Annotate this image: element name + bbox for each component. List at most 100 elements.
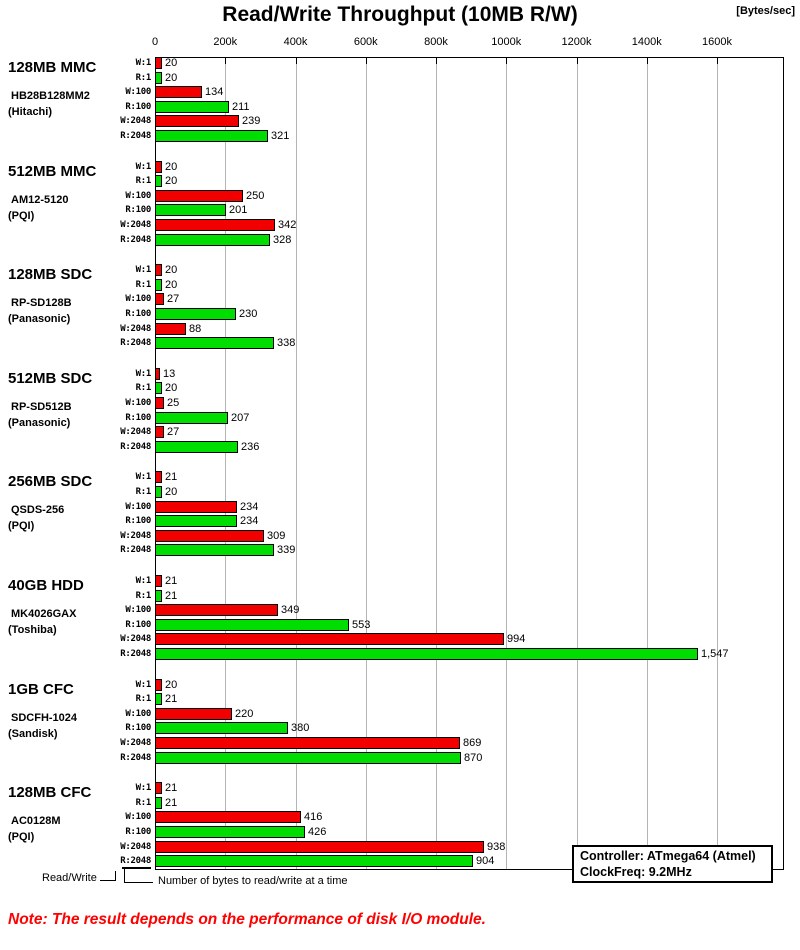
bar-value: 20 bbox=[165, 485, 178, 498]
row-label: W:100 bbox=[125, 501, 151, 512]
bar-row: R:1 21 bbox=[112, 796, 177, 809]
read-bar bbox=[155, 855, 473, 868]
bar-row: W:2048 88 bbox=[112, 322, 201, 335]
read-bar bbox=[155, 100, 229, 113]
device-group: 128MB SDC RP-SD128B (Panasonic) W:1 20 R:1 20 W… bbox=[0, 264, 800, 350]
write-bar bbox=[155, 678, 162, 691]
gridline bbox=[295, 58, 297, 869]
tick-label: 1600k bbox=[702, 36, 732, 48]
read-bar bbox=[155, 337, 274, 350]
bar-row: W:100 416 bbox=[112, 811, 322, 824]
device-model: MK4026GAX bbox=[11, 607, 77, 620]
read-bar bbox=[155, 751, 461, 764]
write-bar bbox=[155, 264, 162, 277]
bar-row: R:1 21 bbox=[112, 693, 178, 706]
bar-value: 426 bbox=[308, 825, 327, 838]
bar-value: 134 bbox=[205, 86, 224, 99]
bar-row: W:1 13 bbox=[112, 367, 175, 380]
bar-value: 230 bbox=[239, 307, 258, 320]
bar-value: 220 bbox=[235, 707, 254, 720]
device-model: QSDS-256 bbox=[11, 504, 65, 517]
row-label: R:1 bbox=[135, 797, 152, 808]
write-bar bbox=[155, 736, 460, 749]
row-label: W:1 bbox=[135, 783, 152, 794]
bar-value: 21 bbox=[165, 693, 178, 706]
tick-label: 200k bbox=[213, 36, 238, 48]
read-bar bbox=[155, 825, 305, 838]
bar-value: 20 bbox=[165, 71, 178, 84]
write-bar bbox=[155, 604, 278, 617]
bar-value: 20 bbox=[165, 57, 178, 69]
device-name: 128MB SDC bbox=[8, 266, 93, 284]
read-bar bbox=[155, 485, 162, 498]
bar-row: W:100 220 bbox=[112, 707, 254, 720]
device-group: 128MB MMC HB28B128MM2 (Hitachi) W:1 20 R:1 20 W… bbox=[0, 57, 800, 142]
bar-row: W:2048 994 bbox=[112, 633, 525, 646]
device-info: 512MB SDC RP-SD512B (Panasonic) bbox=[0, 368, 112, 453]
device-vendor: (Panasonic) bbox=[8, 313, 71, 326]
write-bar bbox=[155, 367, 160, 380]
read-bar bbox=[155, 130, 268, 142]
row-label: R:100 bbox=[125, 412, 151, 423]
device-model: RP-SD128B bbox=[11, 297, 72, 310]
write-bar bbox=[155, 218, 275, 231]
device-vendor: (Panasonic) bbox=[8, 416, 71, 429]
bar-value: 250 bbox=[246, 189, 265, 202]
row-label: W:2048 bbox=[120, 634, 151, 645]
gridline bbox=[717, 58, 718, 869]
row-label: R:2048 bbox=[120, 131, 151, 141]
row-label: W:2048 bbox=[120, 427, 151, 438]
device-vendor: (Sandisk) bbox=[8, 727, 58, 740]
bar-row: W:1 21 bbox=[112, 574, 178, 587]
tick-label: 1200k bbox=[561, 36, 592, 48]
bar-row: R:2048 339 bbox=[112, 544, 295, 557]
bar-value: 904 bbox=[476, 855, 495, 868]
bar-value: 21 bbox=[165, 574, 178, 587]
bar-row: R:2048 338 bbox=[112, 337, 296, 350]
bar-row: W:100 27 bbox=[112, 293, 179, 306]
write-bar bbox=[155, 782, 162, 795]
read-bar bbox=[155, 722, 288, 735]
bar-value: 27 bbox=[167, 426, 180, 439]
bar-row: R:100 380 bbox=[112, 722, 309, 735]
legend-bytes-underline bbox=[122, 867, 151, 869]
bar-value: 870 bbox=[464, 751, 483, 764]
row-label: R:1 bbox=[135, 486, 152, 497]
device-info: 128MB MMC HB28B128MM2 (Hitachi) bbox=[0, 57, 112, 142]
bar-row: W:2048 239 bbox=[112, 115, 260, 128]
row-label: W:1 bbox=[135, 265, 152, 276]
bar-value: 309 bbox=[267, 529, 286, 542]
device-info: 512MB MMC AM12-5120 (PQI) bbox=[0, 161, 112, 246]
bar-value: 1,547 bbox=[701, 647, 729, 660]
write-bar bbox=[155, 574, 162, 587]
row-label: R:2048 bbox=[120, 441, 151, 452]
bar-value: 328 bbox=[273, 233, 292, 246]
bar-row: R:1 20 bbox=[112, 71, 178, 84]
read-bar bbox=[155, 618, 349, 631]
bar-value: 21 bbox=[165, 471, 178, 484]
bar-row: W:100 250 bbox=[112, 189, 265, 202]
bar-row: R:1 21 bbox=[112, 589, 178, 602]
bar-row: W:1 20 bbox=[112, 160, 177, 173]
bar-value: 338 bbox=[277, 337, 296, 350]
bar-row: R:100 426 bbox=[112, 825, 327, 838]
bar-value: 25 bbox=[167, 396, 180, 409]
read-bar bbox=[155, 589, 162, 602]
row-label: R:100 bbox=[125, 723, 151, 734]
bar-row: W:1 21 bbox=[112, 782, 177, 795]
read-bar bbox=[155, 233, 270, 246]
row-label: W:2048 bbox=[120, 219, 151, 230]
bar-row: R:1 20 bbox=[112, 485, 178, 498]
legend-bytes-bracket-line bbox=[124, 869, 153, 883]
bar-row: W:2048 869 bbox=[112, 736, 482, 749]
bar-value: 869 bbox=[463, 736, 482, 749]
read-bar bbox=[155, 411, 228, 424]
plot-area bbox=[155, 57, 784, 870]
row-label: W:2048 bbox=[120, 323, 151, 334]
device-vendor: (PQI) bbox=[8, 831, 35, 844]
device-group: 40GB HDD MK4026GAX (Toshiba) W:1 21 R:1 21 W:10… bbox=[0, 574, 800, 660]
controller-line: Controller: ATmega64 (Atmel) bbox=[580, 849, 756, 863]
row-label: W:1 bbox=[135, 472, 152, 483]
bar-value: 21 bbox=[165, 589, 178, 602]
write-bar bbox=[155, 160, 162, 173]
